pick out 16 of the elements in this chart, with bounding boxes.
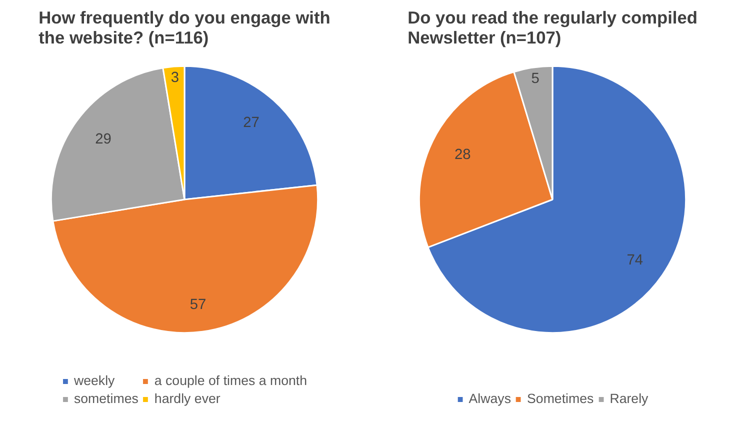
legend-label: Sometimes [527,391,594,406]
data-label: 29 [95,132,112,148]
legend-label: weekly [74,373,115,388]
legend-label: hardly ever [154,391,220,406]
data-label: 74 [626,252,644,268]
data-label: 57 [190,297,206,314]
chart-title: Do you read the regularly compiled Newsletter (n=107) [408,8,698,48]
data-label: 27 [243,114,260,131]
legend-label: Rarely [610,391,648,406]
legend-label: sometimes [74,391,138,406]
legend-label: Always [468,391,512,406]
chart-title: How frequently do you engage with the website? (n=116) [38,8,330,48]
data-label: 3 [170,70,180,86]
data-label: 5 [531,71,540,88]
legend-label: a couple of times a month [154,373,308,388]
data-label: 28 [454,146,471,163]
